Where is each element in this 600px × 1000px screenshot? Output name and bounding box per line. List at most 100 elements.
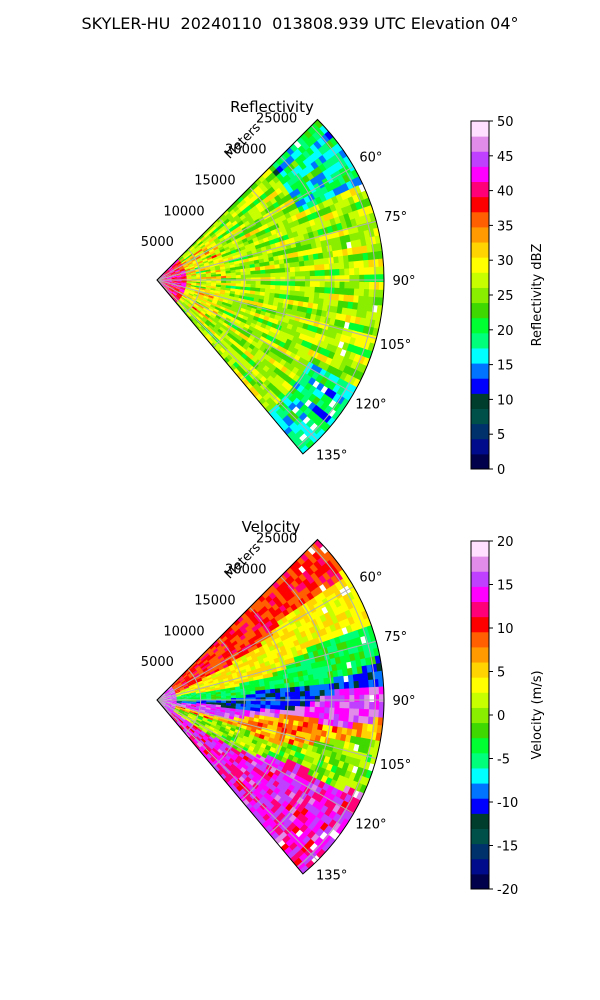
refl-cell <box>174 288 180 292</box>
refl-cell <box>214 306 221 311</box>
vel-cell <box>176 700 183 702</box>
vel-cell <box>334 707 340 715</box>
refl-cell <box>184 267 190 271</box>
vel-cell <box>228 749 235 756</box>
vel-cell <box>318 574 328 585</box>
vel-cell <box>355 791 365 802</box>
refl-cell <box>196 257 203 262</box>
vel-cell <box>176 681 182 686</box>
vel-cell <box>301 856 312 866</box>
vel-cell <box>211 702 217 705</box>
vel-cell <box>340 611 348 621</box>
refl-cell <box>161 278 168 280</box>
refl-cell <box>192 313 198 319</box>
vel-cell <box>312 723 319 730</box>
vel-azimuth-spoke <box>156 586 354 701</box>
vel-cell <box>166 697 173 699</box>
vel-cell <box>235 739 242 745</box>
vel-cell <box>217 677 224 682</box>
vel-cell <box>186 703 192 706</box>
vel-cell <box>350 598 359 608</box>
refl-cell <box>324 387 333 398</box>
refl-cell <box>322 362 330 372</box>
vel-cell <box>362 672 369 681</box>
vel-cell <box>174 688 180 692</box>
vel-cell <box>328 609 337 619</box>
refl-cell <box>348 288 355 296</box>
refl-cell <box>193 251 199 256</box>
refl-cell <box>171 282 177 284</box>
vel-cell <box>209 643 216 650</box>
vel-cell <box>220 705 227 708</box>
vel-cell <box>248 680 255 685</box>
vel-cell <box>170 691 176 695</box>
refl-cell <box>320 393 329 403</box>
vel-cell <box>201 665 207 671</box>
vel-cell <box>220 691 227 695</box>
refl-cell <box>270 277 276 282</box>
vel-cell <box>184 720 190 725</box>
refl-cell <box>198 304 205 310</box>
vel-cell <box>278 679 285 685</box>
refl-cell <box>352 378 361 389</box>
vel-cell <box>342 618 351 628</box>
vel-cell <box>331 664 338 672</box>
vel-cell <box>320 805 329 815</box>
refl-cell <box>225 287 231 292</box>
vel-colorbar-swatch <box>471 601 489 618</box>
vel-cell <box>206 676 213 681</box>
vel-cell <box>184 688 191 692</box>
refl-cell <box>216 224 223 231</box>
refl-cell <box>234 244 241 250</box>
refl-cell <box>338 294 345 302</box>
vel-cell <box>209 686 216 690</box>
refl-cell <box>231 228 238 235</box>
refl-cell <box>239 310 246 316</box>
vel-cell <box>350 622 358 633</box>
vel-cell <box>323 677 330 685</box>
vel-cell <box>271 725 278 731</box>
vel-cell <box>361 665 368 674</box>
vel-cell <box>204 710 211 714</box>
refl-cell <box>164 286 169 291</box>
vel-cell <box>264 712 271 717</box>
refl-cell <box>303 296 310 303</box>
refl-cell <box>310 413 320 423</box>
vel-cell <box>343 575 352 586</box>
vel-cell <box>210 762 217 769</box>
vel-cell <box>354 701 360 710</box>
vel-range-tick-label: 20000 <box>225 563 266 578</box>
refl-cell <box>248 314 255 320</box>
refl-cell <box>176 282 182 285</box>
vel-cell <box>175 715 181 720</box>
vel-cell <box>210 704 217 707</box>
vel-cell <box>234 683 241 688</box>
refl-cell <box>295 310 302 318</box>
vel-cell <box>311 667 319 675</box>
vel-cell <box>305 566 315 576</box>
refl-cell <box>290 226 298 234</box>
refl-cell <box>230 236 237 242</box>
refl-cell <box>364 197 372 208</box>
refl-colorbar-tick-label: 30 <box>497 254 514 269</box>
refl-cell <box>341 307 348 316</box>
vel-cell <box>344 701 350 709</box>
refl-cell <box>264 288 271 294</box>
refl-cell <box>186 276 192 279</box>
refl-cell <box>191 281 197 284</box>
refl-cell <box>302 323 309 331</box>
refl-cell <box>339 288 345 296</box>
vel-cell <box>221 700 227 704</box>
vel-cell <box>225 693 232 696</box>
refl-colorbar-tick-label: 50 <box>497 115 514 130</box>
refl-cell <box>164 270 169 274</box>
refl-cell <box>189 290 195 294</box>
vel-cell <box>353 773 361 783</box>
refl-cell <box>176 282 182 284</box>
vel-cell <box>181 694 187 696</box>
vel-cell <box>308 555 318 565</box>
refl-cell <box>240 286 246 291</box>
vel-cell <box>203 715 209 720</box>
vel-cell <box>276 726 283 733</box>
refl-cell <box>175 285 182 288</box>
